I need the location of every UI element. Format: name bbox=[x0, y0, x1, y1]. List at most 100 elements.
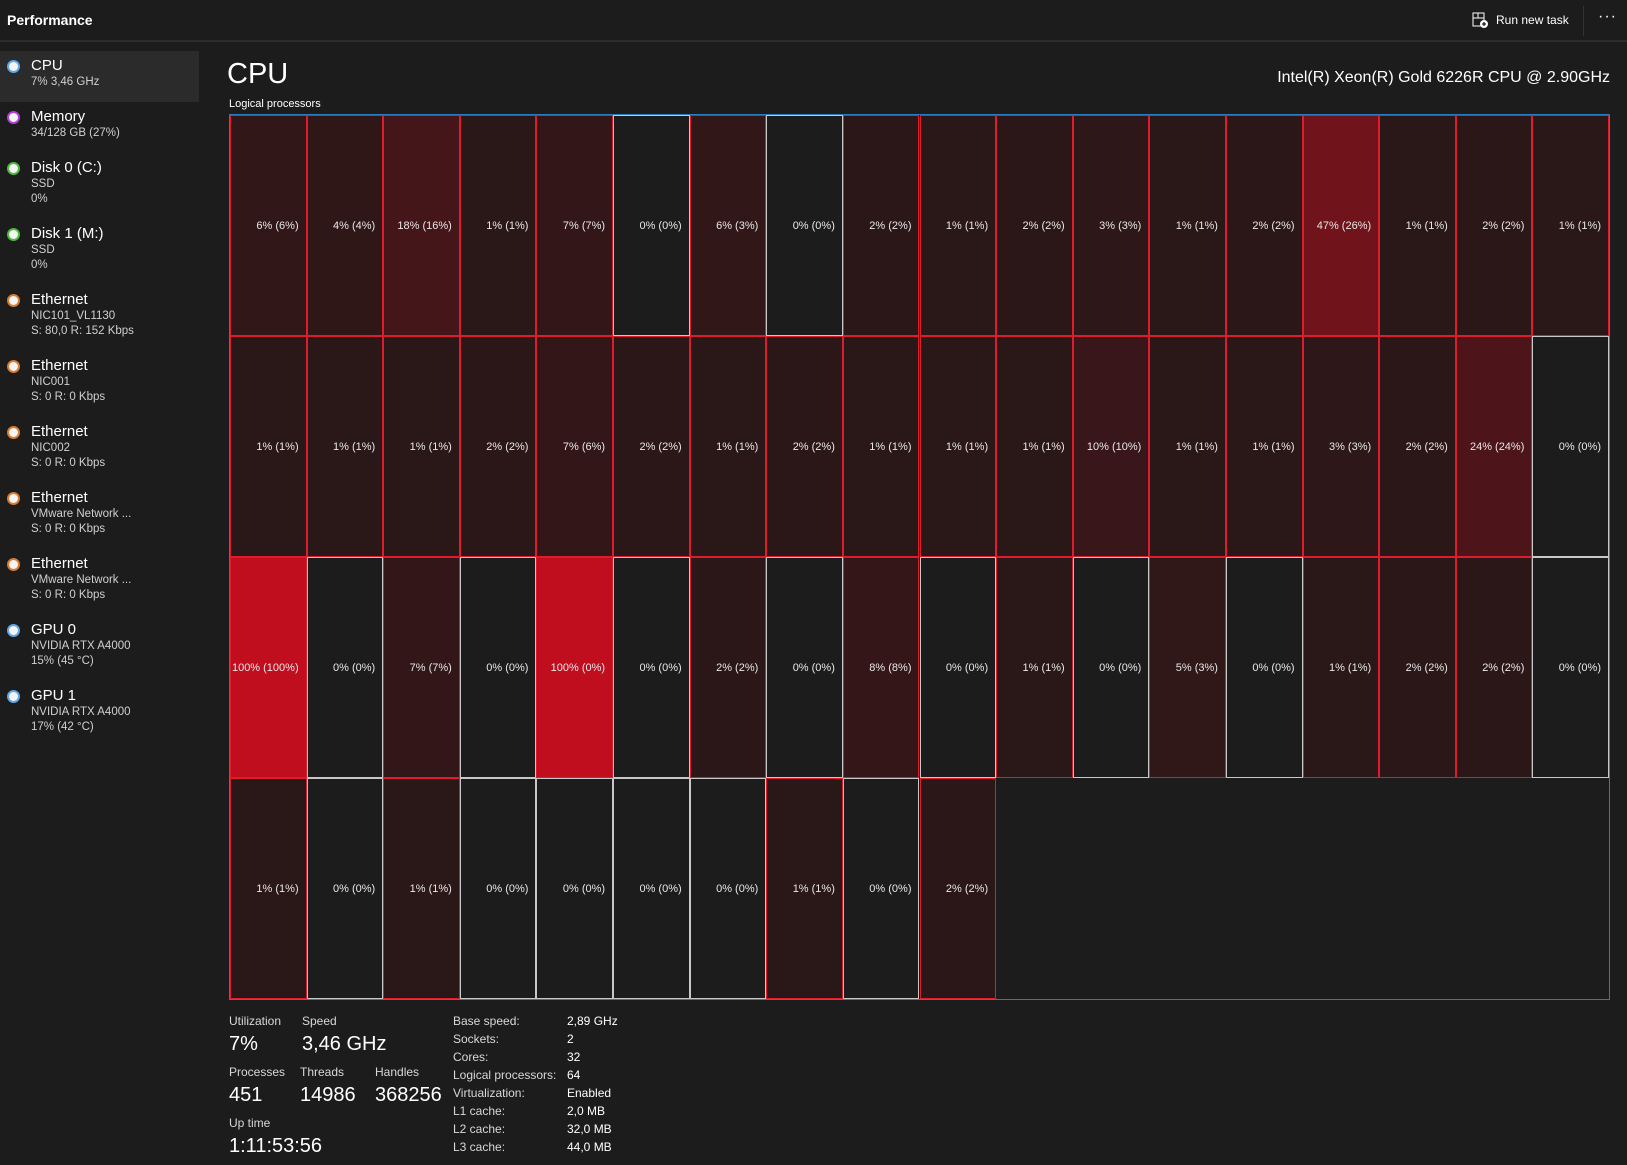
more-options-button[interactable]: ··· bbox=[1598, 8, 1617, 25]
sidebar-item-memory[interactable]: Memory 34/128 GB (27%) bbox=[0, 102, 199, 153]
logical-processor-39: 0% (0%) bbox=[459, 557, 537, 778]
sidebar-item-detail: 17% (42 °C) bbox=[31, 721, 94, 733]
sidebar-item-ethernet[interactable]: Ethernet VMware Network ... S: 0 R: 0 Kbps bbox=[0, 483, 199, 549]
uptime-label: Up time bbox=[229, 1116, 271, 1130]
status-dot-icon bbox=[7, 558, 20, 571]
logical-processor-53: 0% (0%) bbox=[1532, 557, 1609, 778]
status-dot-icon bbox=[7, 690, 20, 703]
logical-processor-8: 2% (2%) bbox=[842, 115, 920, 336]
sidebar-item-ethernet[interactable]: Ethernet VMware Network ... S: 0 R: 0 Kbps bbox=[0, 549, 199, 615]
sidebar-item-detail: S: 0 R: 0 Kbps bbox=[31, 391, 106, 403]
sidebar-item-gpu-1[interactable]: GPU 1 NVIDIA RTX A4000 17% (42 °C) bbox=[0, 681, 199, 747]
threads-label: Threads bbox=[300, 1065, 345, 1079]
sidebar-item-detail: 0% bbox=[31, 259, 48, 271]
sidebar-item-detail: S: 0 R: 0 Kbps bbox=[31, 589, 106, 601]
logical-processor-4: 7% (7%) bbox=[536, 115, 614, 336]
logical-processor-54: 1% (1%) bbox=[230, 778, 307, 999]
logical-processor-18: 1% (1%) bbox=[230, 336, 307, 557]
spec-value: 2,0 MB bbox=[567, 1104, 606, 1118]
status-dot-icon bbox=[7, 228, 20, 241]
logical-processor-10: 2% (2%) bbox=[996, 115, 1073, 336]
spec-label: Base speed: bbox=[453, 1014, 520, 1028]
sidebar-item-ethernet[interactable]: Ethernet NIC101_VL1130 S: 80,0 R: 152 Kbps bbox=[0, 285, 199, 351]
status-dot-icon bbox=[7, 360, 20, 373]
spec-label: L3 cache: bbox=[453, 1140, 506, 1154]
sidebar-item-title: Ethernet bbox=[31, 357, 88, 374]
sidebar-item-detail: NIC101_VL1130 bbox=[31, 310, 116, 322]
sidebar-item-disk-0-c[interactable]: Disk 0 (C:) SSD 0% bbox=[0, 153, 199, 219]
sidebar-item-detail: S: 80,0 R: 152 Kbps bbox=[31, 325, 134, 337]
logical-processor-6: 6% (3%) bbox=[689, 115, 767, 336]
logical-processor-29: 10% (10%) bbox=[1072, 336, 1150, 557]
logical-processors-grid: 6% (6%) 4% (4%) 18% (16%) 1% (1%) 7% (7%) 0% … bbox=[229, 114, 1610, 1000]
logical-processor-16: 2% (2%) bbox=[1455, 115, 1533, 336]
logical-processor-60: 0% (0%) bbox=[689, 778, 767, 999]
status-dot-icon bbox=[7, 624, 20, 637]
sidebar-item-detail: NIC001 bbox=[31, 376, 70, 388]
app-title: Performance bbox=[7, 12, 93, 28]
spec-value: 32 bbox=[567, 1050, 581, 1064]
sidebar-item-cpu[interactable]: CPU 7% 3,46 GHz bbox=[0, 51, 199, 102]
threads-value: 14986 bbox=[300, 1084, 356, 1106]
sidebar-item-detail: 34/128 GB (27%) bbox=[31, 127, 120, 139]
spec-value: 32,0 MB bbox=[567, 1122, 612, 1136]
processes-value: 451 bbox=[229, 1084, 263, 1106]
sidebar-item-ethernet[interactable]: Ethernet NIC001 S: 0 R: 0 Kbps bbox=[0, 351, 199, 417]
logical-processor-7: 0% (0%) bbox=[766, 115, 843, 336]
sidebar-item-detail: 15% (45 °C) bbox=[31, 655, 94, 667]
sidebar-item-disk-1-m[interactable]: Disk 1 (M:) SSD 0% bbox=[0, 219, 199, 285]
logical-processor-49: 0% (0%) bbox=[1225, 557, 1303, 778]
status-dot-icon bbox=[7, 162, 20, 175]
sidebar-item-ethernet[interactable]: Ethernet NIC002 S: 0 R: 0 Kbps bbox=[0, 417, 199, 483]
spec-label: Logical processors: bbox=[453, 1068, 557, 1082]
logical-processor-28: 1% (1%) bbox=[996, 336, 1073, 557]
sidebar-item-detail: S: 0 R: 0 Kbps bbox=[31, 523, 106, 535]
sidebar-item-title: Memory bbox=[31, 108, 86, 125]
run-new-task-button[interactable]: Run new task bbox=[1472, 12, 1569, 28]
sidebar-item-detail: SSD bbox=[31, 244, 55, 256]
logical-processor-41: 0% (0%) bbox=[613, 557, 690, 778]
sidebar-item-detail: SSD bbox=[31, 178, 55, 190]
logical-processors-label: Logical processors bbox=[229, 98, 321, 110]
status-dot-icon bbox=[7, 111, 20, 124]
spec-value: 44,0 MB bbox=[567, 1140, 612, 1154]
logical-processor-2: 18% (16%) bbox=[383, 115, 460, 336]
logical-processor-55: 0% (0%) bbox=[306, 778, 384, 999]
spec-value: 64 bbox=[567, 1068, 581, 1082]
sidebar-item-title: GPU 1 bbox=[31, 687, 77, 704]
speed-label: Speed bbox=[302, 1014, 337, 1028]
logical-processor-61: 1% (1%) bbox=[766, 778, 843, 999]
logical-processor-35: 0% (0%) bbox=[1532, 336, 1609, 557]
logical-processor-50: 1% (1%) bbox=[1302, 557, 1380, 778]
logical-processor-46: 1% (1%) bbox=[996, 557, 1073, 778]
spec-value: 2,89 GHz bbox=[567, 1014, 618, 1028]
page-title: CPU bbox=[227, 58, 289, 90]
speed-value: 3,46 GHz bbox=[302, 1033, 387, 1055]
logical-processor-24: 1% (1%) bbox=[689, 336, 767, 557]
logical-processor-15: 1% (1%) bbox=[1379, 115, 1456, 336]
sidebar-item-gpu-0[interactable]: GPU 0 NVIDIA RTX A4000 15% (45 °C) bbox=[0, 615, 199, 681]
logical-processor-56: 1% (1%) bbox=[383, 778, 460, 999]
handles-label: Handles bbox=[375, 1065, 420, 1079]
sidebar-item-title: CPU bbox=[31, 57, 63, 74]
logical-processor-51: 2% (2%) bbox=[1379, 557, 1456, 778]
logical-processor-43: 0% (0%) bbox=[766, 557, 843, 778]
logical-processor-9: 1% (1%) bbox=[919, 115, 997, 336]
logical-processor-25: 2% (2%) bbox=[766, 336, 843, 557]
status-dot-icon bbox=[7, 294, 20, 307]
sidebar-item-title: Ethernet bbox=[31, 423, 88, 440]
logical-processor-63: 2% (2%) bbox=[919, 778, 997, 999]
logical-processor-47: 0% (0%) bbox=[1072, 557, 1150, 778]
spec-label: L1 cache: bbox=[453, 1104, 506, 1118]
logical-processor-57: 0% (0%) bbox=[459, 778, 537, 999]
status-dot-icon bbox=[7, 426, 20, 439]
logical-processor-17: 1% (1%) bbox=[1532, 115, 1609, 336]
logical-processor-36: 100% (100%) bbox=[230, 557, 307, 778]
processes-label: Processes bbox=[229, 1065, 286, 1079]
spec-label: Cores: bbox=[453, 1050, 489, 1064]
logical-processor-0: 6% (6%) bbox=[230, 115, 307, 336]
logical-processor-5: 0% (0%) bbox=[613, 115, 690, 336]
logical-processor-11: 3% (3%) bbox=[1072, 115, 1150, 336]
cpu-model-name: Intel(R) Xeon(R) Gold 6226R CPU @ 2.90GH… bbox=[1277, 69, 1610, 86]
spec-label: Virtualization: bbox=[453, 1086, 525, 1100]
